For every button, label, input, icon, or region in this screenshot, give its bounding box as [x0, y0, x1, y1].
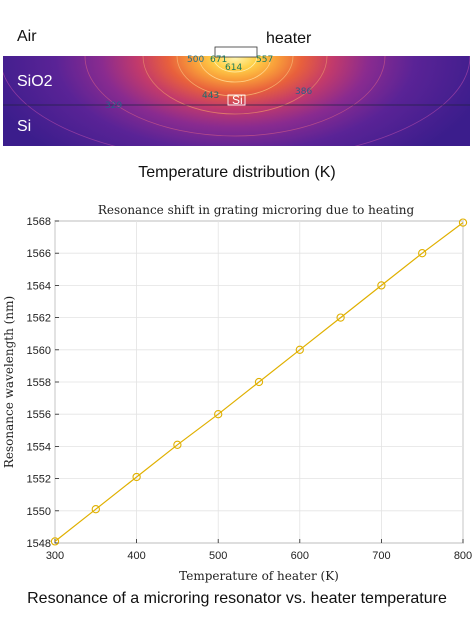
data-point	[254, 377, 264, 387]
x-tick-label: 300	[46, 550, 64, 562]
y-tick-label: 1562	[27, 313, 51, 325]
data-point	[336, 313, 345, 322]
x-tick-label: 400	[127, 550, 145, 562]
contour-label: 386	[295, 87, 312, 97]
chart-title: Resonance shift in grating microring due…	[98, 203, 415, 217]
x-axis-label: Temperature of heater (K)	[179, 569, 339, 583]
heater-element	[214, 46, 258, 58]
contour-label: 671	[210, 55, 227, 65]
temperature-caption: Temperature distribution (K)	[138, 164, 336, 181]
data-point	[173, 440, 182, 449]
contour-lines	[3, 56, 470, 146]
contour-label: 557	[256, 55, 273, 65]
temperature-heatmap: 500 671 614 557 443 329 386 Air heater S…	[3, 18, 470, 146]
y-tick-label: 1558	[27, 377, 51, 389]
y-axis: 1548 1550 1552 1554 1556 1558 1560 1562 1564 1566…	[27, 216, 59, 550]
x-tick-label: 700	[372, 550, 390, 562]
y-tick-label: 1554	[27, 441, 51, 453]
x-tick-label: 600	[291, 550, 309, 562]
contour-label: 614	[225, 63, 242, 73]
series-resonance	[50, 218, 468, 546]
waveguide-core	[227, 94, 246, 106]
y-axis-label: Resonance wavelength (nm)	[2, 296, 16, 468]
data-point	[458, 218, 468, 227]
contour-label: 500	[187, 55, 204, 65]
y-tick-label: 1552	[27, 474, 51, 486]
y-tick-label: 1566	[27, 248, 51, 260]
waveguide-label: Si	[232, 93, 243, 107]
si-label: Si	[17, 118, 32, 135]
contour-label: 443	[202, 91, 219, 101]
series-line	[54, 222, 464, 542]
y-tick-label: 1564	[27, 280, 51, 292]
air-label: Air	[17, 28, 37, 45]
data-point	[50, 537, 60, 546]
x-tick-label: 800	[454, 550, 472, 562]
y-tick-label: 1548	[27, 538, 51, 550]
data-point	[132, 472, 141, 482]
heater-label: heater	[266, 30, 312, 47]
data-point	[214, 410, 223, 419]
oxide-silicon-region	[3, 56, 470, 146]
data-point	[418, 249, 427, 258]
sio2-label: SiO2	[17, 73, 53, 90]
x-axis: 300 400 500 600 700 800	[46, 539, 472, 562]
grid	[54, 220, 464, 544]
data-point	[377, 281, 386, 290]
y-tick-label: 1568	[27, 216, 51, 228]
heatmap-image: 500 671 614 557 443 329 386	[3, 18, 470, 146]
data-point	[91, 505, 100, 514]
resonance-caption: Resonance of a microring resonator vs. h…	[27, 590, 447, 607]
data-point	[295, 345, 304, 354]
y-tick-label: 1560	[27, 345, 51, 357]
y-tick-label: 1550	[27, 506, 51, 518]
y-tick-label: 1556	[27, 409, 51, 421]
x-tick-label: 500	[209, 550, 227, 562]
resonance-chart: Resonance shift in grating microring due…	[2, 203, 472, 583]
contour-label: 329	[105, 101, 122, 111]
